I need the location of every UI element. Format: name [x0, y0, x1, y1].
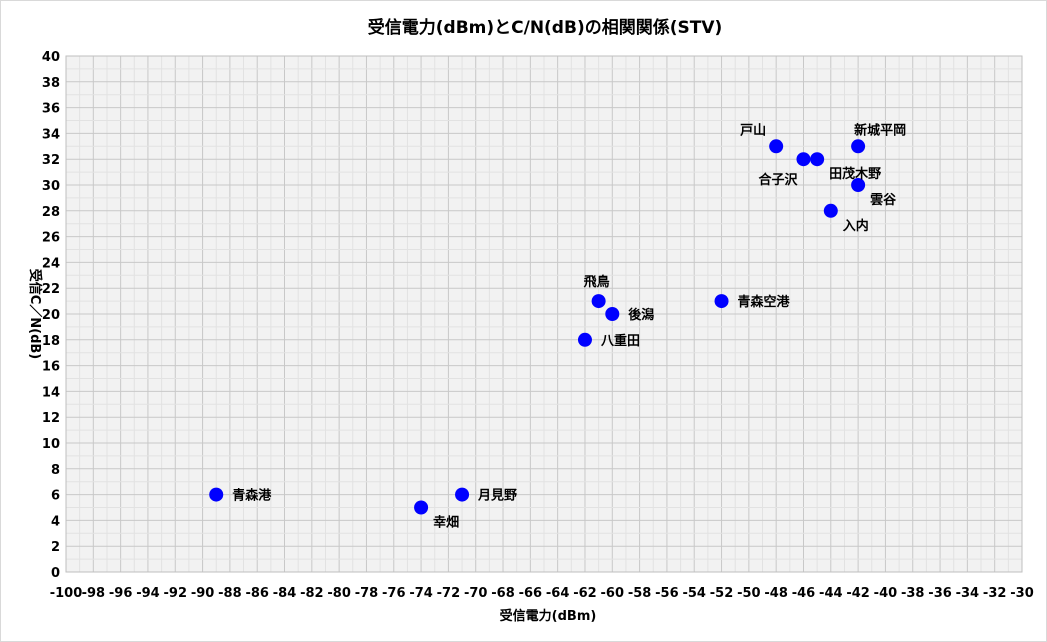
y-tick-label: 14: [42, 385, 60, 400]
y-tick-label: 22: [42, 282, 60, 297]
x-tick-label: -56: [655, 586, 679, 601]
y-tick-label: 24: [42, 256, 60, 271]
y-tick-label: 4: [51, 514, 60, 529]
x-tick-label: -50: [737, 586, 761, 601]
y-tick-label: 16: [42, 360, 60, 375]
x-tick-label: -96: [109, 586, 133, 601]
plot-border: [65, 55, 1023, 573]
y-tick-label: 2: [51, 540, 60, 555]
y-tick-label: 18: [42, 334, 60, 349]
y-tick-label: 40: [42, 50, 60, 65]
x-tick-label: -52: [710, 586, 734, 601]
x-tick-label: -40: [874, 586, 898, 601]
x-tick-label: -92: [164, 586, 188, 601]
x-tick-label: -30: [1010, 586, 1034, 601]
x-tick-label: -58: [628, 586, 652, 601]
data-label: 田茂木野: [829, 166, 881, 182]
data-label: 新城平岡: [854, 122, 906, 138]
x-axis-title: 受信電力(dBm): [500, 608, 597, 624]
data-label: 八重田: [600, 333, 640, 349]
chart-title: 受信電力(dBm)とC/N(dB)の相関関係(STV): [368, 17, 723, 38]
y-tick-label: 34: [42, 127, 60, 142]
x-tick-label: -76: [382, 586, 406, 601]
y-tick-label: 38: [42, 76, 60, 91]
data-point: [810, 152, 825, 167]
x-axis-ticks: -100 -98 -96 -94 -92 -90 -88 -86 -84 -82 -80 -78 -76…: [50, 586, 1034, 601]
x-tick-label: -64: [546, 586, 570, 601]
data-label: 合子沢: [758, 172, 798, 188]
x-tick-label: -84: [273, 586, 297, 601]
x-tick-label: -94: [136, 586, 160, 601]
y-axis-title: 受信C／N(dB): [27, 269, 43, 360]
grid: [65, 55, 1023, 573]
x-tick-label: -74: [409, 586, 433, 601]
x-tick-label: -78: [355, 586, 379, 601]
data-point: [209, 487, 224, 502]
x-tick-label: -34: [956, 586, 980, 601]
y-tick-label: 28: [42, 205, 60, 220]
y-tick-label: 20: [42, 308, 60, 323]
x-tick-label: -70: [464, 586, 488, 601]
data-point: [823, 203, 838, 218]
y-tick-label: 10: [42, 437, 60, 452]
x-tick-label: -80: [327, 586, 351, 601]
y-tick-label: 36: [42, 102, 60, 117]
x-tick-label: -46: [792, 586, 816, 601]
x-tick-label: -72: [437, 586, 461, 601]
y-tick-label: 6: [51, 489, 60, 504]
x-tick-label: -68: [491, 586, 515, 601]
data-label: 青森港: [232, 488, 272, 504]
x-tick-label: -32: [983, 586, 1007, 601]
y-tick-label: 12: [42, 411, 60, 426]
y-tick-label: 32: [42, 153, 60, 168]
x-tick-label: -42: [846, 586, 870, 601]
x-tick-label: -82: [300, 586, 324, 601]
x-tick-label: -100: [50, 586, 83, 601]
x-tick-label: -36: [928, 586, 952, 601]
data-point: [591, 294, 606, 309]
data-point: [851, 178, 866, 192]
data-point: [714, 294, 729, 309]
x-tick-label: -88: [218, 586, 242, 601]
data-point: [455, 487, 470, 502]
data-point: [414, 500, 429, 515]
x-tick-label: -44: [819, 586, 843, 601]
data-label: 飛鳥: [583, 274, 610, 290]
x-tick-label: -66: [519, 586, 543, 601]
y-tick-label: 0: [51, 566, 60, 581]
data-label: 戸山: [740, 122, 766, 138]
x-tick-label: -62: [573, 586, 597, 601]
data-label: 青森空港: [738, 294, 791, 310]
y-tick-label: 8: [51, 463, 60, 478]
y-tick-label: 26: [42, 231, 60, 246]
data-point: [851, 139, 866, 154]
data-point: [577, 332, 592, 347]
x-tick-label: -38: [901, 586, 925, 601]
x-tick-label: -54: [682, 586, 706, 601]
data-label: 幸畑: [433, 515, 459, 531]
x-tick-label: -60: [601, 586, 625, 601]
x-tick-label: -98: [82, 586, 106, 601]
data-point: [769, 139, 784, 154]
data-label: 入内: [843, 218, 869, 234]
data-label: 後潟: [628, 307, 654, 323]
x-tick-label: -90: [191, 586, 215, 601]
x-tick-label: -86: [245, 586, 269, 601]
data-point: [796, 152, 811, 167]
y-tick-label: 30: [42, 179, 60, 194]
x-tick-label: -48: [764, 586, 788, 601]
data-label: 月見野: [477, 489, 517, 504]
data-point: [605, 307, 620, 321]
data-points: [209, 139, 866, 515]
data-label: 雲谷: [870, 192, 897, 208]
